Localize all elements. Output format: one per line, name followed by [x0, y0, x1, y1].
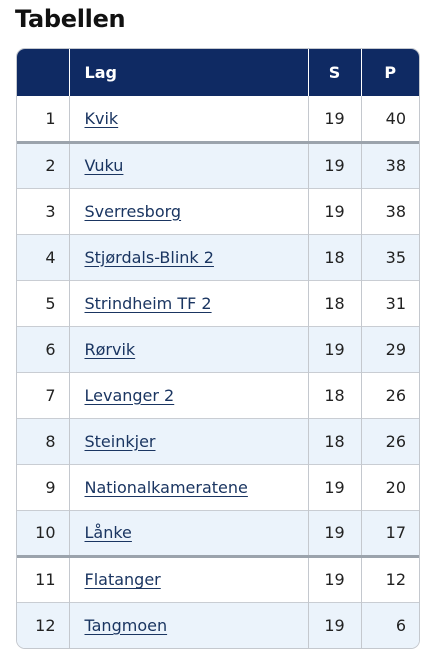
table-row: 11 Flatanger 19 12 — [17, 554, 419, 602]
table-row: 12 Tangmoen 19 6 — [17, 601, 419, 648]
points-cell: 38 — [360, 140, 419, 188]
rank-cell: 11 — [17, 554, 69, 602]
table-row: 3 Sverresborg 19 38 — [17, 187, 419, 234]
page-title: Tabellen — [15, 5, 126, 33]
table-row: 6 Rørvik 19 29 — [17, 325, 419, 372]
rank-cell: 2 — [17, 140, 69, 188]
points-cell: 17 — [360, 509, 419, 556]
rank-cell: 12 — [17, 601, 69, 648]
played-column-header: S — [307, 49, 361, 96]
played-cell: 18 — [307, 233, 361, 280]
rank-cell: 4 — [17, 233, 69, 280]
team-cell: Nationalkameratene — [68, 463, 308, 510]
table-row: 5 Strindheim TF 2 18 31 — [17, 279, 419, 326]
points-cell: 35 — [360, 233, 419, 280]
team-link[interactable]: Lånke — [84, 523, 132, 542]
team-link[interactable]: Tangmoen — [84, 615, 168, 635]
standings-table-container: Lag S P 1 Kvik 19 40 2 Vuku 19 38 3 Sver… — [16, 48, 420, 649]
points-cell: 26 — [360, 417, 419, 464]
rank-cell: 10 — [17, 509, 69, 556]
points-cell: 31 — [360, 279, 419, 326]
points-cell: 40 — [360, 96, 419, 142]
table-header-row: Lag S P — [17, 49, 419, 96]
team-link[interactable]: Kvik — [84, 108, 119, 128]
rank-column-header — [17, 49, 69, 96]
team-column-header: Lag — [68, 49, 308, 96]
points-cell: 38 — [360, 187, 419, 234]
played-cell: 19 — [307, 554, 361, 602]
standings-table: Lag S P 1 Kvik 19 40 2 Vuku 19 38 3 Sver… — [17, 49, 419, 648]
played-cell: 19 — [307, 96, 361, 142]
team-cell: Levanger 2 — [68, 371, 308, 418]
team-link[interactable]: Levanger 2 — [84, 385, 175, 405]
played-cell: 18 — [307, 279, 361, 326]
rank-cell: 8 — [17, 417, 69, 464]
team-link[interactable]: Stjørdals-Blink 2 — [84, 247, 214, 267]
team-cell: Kvik — [68, 96, 308, 142]
table-row: 10 Lånke 19 17 — [17, 509, 419, 556]
team-cell: Rørvik — [68, 325, 308, 372]
team-cell: Stjørdals-Blink 2 — [68, 233, 308, 280]
team-cell: Steinkjer — [68, 417, 308, 464]
rank-cell: 7 — [17, 371, 69, 418]
table-row: 9 Nationalkameratene 19 20 — [17, 463, 419, 510]
team-link[interactable]: Vuku — [84, 156, 124, 175]
team-link[interactable]: Rørvik — [84, 339, 136, 359]
points-cell: 20 — [360, 463, 419, 510]
team-cell: Strindheim TF 2 — [68, 279, 308, 326]
team-cell: Lånke — [68, 509, 308, 556]
table-row: 4 Stjørdals-Blink 2 18 35 — [17, 233, 419, 280]
table-row: 8 Steinkjer 18 26 — [17, 417, 419, 464]
team-cell: Sverresborg — [68, 187, 308, 234]
played-cell: 19 — [307, 509, 361, 556]
table-row: 7 Levanger 2 18 26 — [17, 371, 419, 418]
played-cell: 19 — [307, 140, 361, 188]
team-cell: Vuku — [68, 140, 308, 188]
played-cell: 19 — [307, 463, 361, 510]
team-cell: Flatanger — [68, 554, 308, 602]
played-cell: 19 — [307, 187, 361, 234]
team-link[interactable]: Nationalkameratene — [84, 477, 248, 497]
table-row: 2 Vuku 19 38 — [17, 140, 419, 188]
points-column-header: P — [360, 49, 419, 96]
rank-cell: 6 — [17, 325, 69, 372]
rank-cell: 5 — [17, 279, 69, 326]
played-cell: 18 — [307, 417, 361, 464]
table-row: 1 Kvik 19 40 — [17, 96, 419, 142]
points-cell: 12 — [360, 554, 419, 602]
points-cell: 26 — [360, 371, 419, 418]
team-link[interactable]: Sverresborg — [84, 201, 182, 221]
team-link[interactable]: Strindheim TF 2 — [84, 293, 212, 313]
played-cell: 18 — [307, 371, 361, 418]
points-cell: 6 — [360, 601, 419, 648]
played-cell: 19 — [307, 325, 361, 372]
team-link[interactable]: Steinkjer — [84, 431, 156, 451]
played-cell: 19 — [307, 601, 361, 648]
rank-cell: 1 — [45, 108, 56, 128]
team-link[interactable]: Flatanger — [84, 570, 161, 589]
rank-cell: 3 — [17, 187, 69, 234]
team-cell: Tangmoen — [68, 601, 308, 648]
rank-cell: 9 — [17, 463, 69, 510]
points-cell: 29 — [360, 325, 419, 372]
